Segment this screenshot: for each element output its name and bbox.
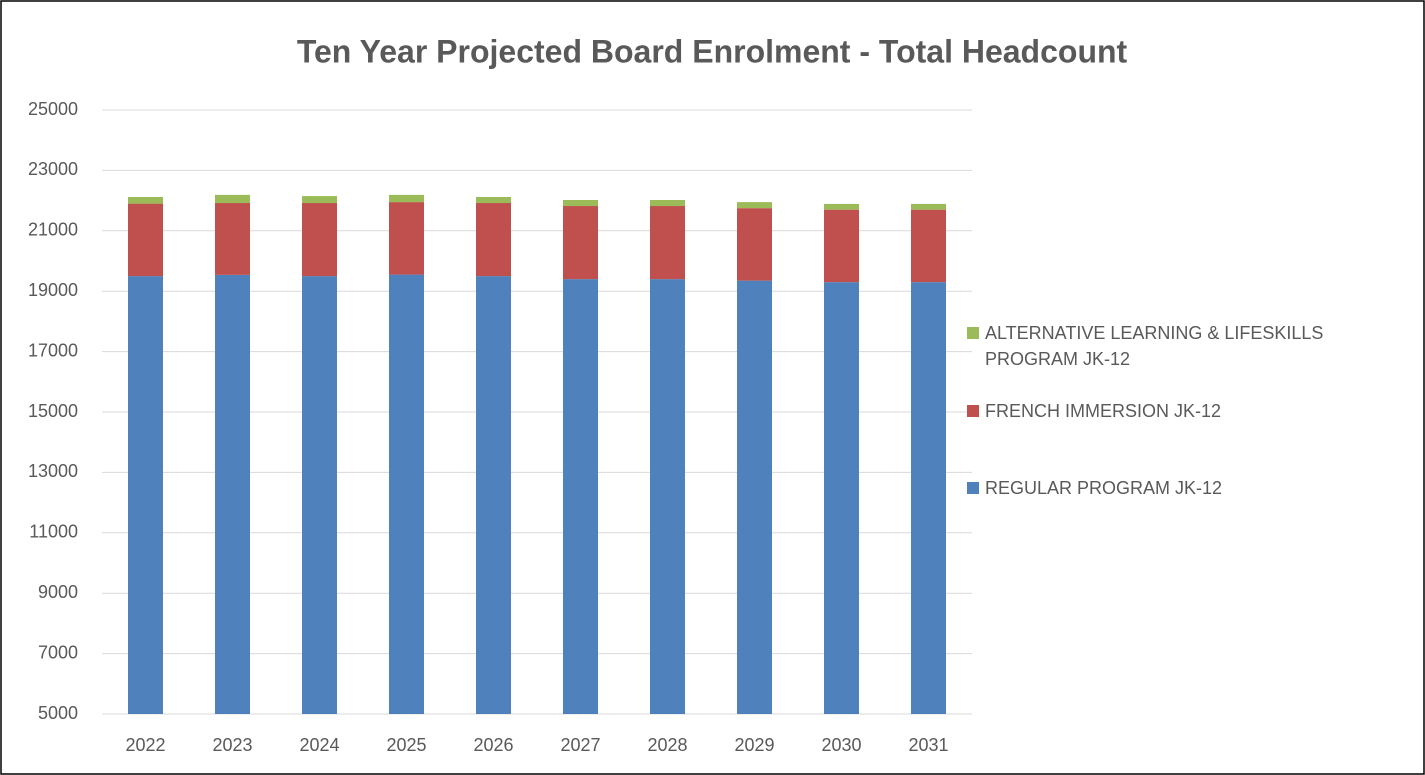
bar-segment <box>563 279 598 714</box>
chart-title: Ten Year Projected Board Enrolment - Tot… <box>297 33 1128 69</box>
bar-segment <box>824 209 859 283</box>
bar-segment <box>737 280 772 714</box>
x-tick-label: 2027 <box>560 735 600 755</box>
bar-segment <box>389 274 424 714</box>
x-tick-label: 2026 <box>473 735 513 755</box>
bar-segment <box>824 282 859 714</box>
bar-segment <box>215 203 250 275</box>
y-tick-label: 25000 <box>28 99 78 119</box>
legend-label: ALTERNATIVE LEARNING & LIFESKILLS PROGRA… <box>985 323 1324 369</box>
bar-segment <box>911 203 946 210</box>
bar-segment <box>650 279 685 714</box>
y-tick-label: 15000 <box>28 401 78 421</box>
bar-segment <box>302 276 337 714</box>
bar-segment <box>302 196 337 204</box>
bar-segment <box>215 274 250 714</box>
legend-item: ALTERNATIVE LEARNING & LIFESKILLS PROGRA… <box>967 320 1387 372</box>
bar-segment <box>650 199 685 207</box>
y-tick-label: 23000 <box>28 159 78 179</box>
bar-segment <box>476 276 511 714</box>
bar-segment <box>302 203 337 277</box>
x-tick-label: 2022 <box>125 735 165 755</box>
bar-segment <box>389 194 424 203</box>
bar-segment <box>737 202 772 209</box>
x-tick-label: 2025 <box>386 735 426 755</box>
y-tick-label: 11000 <box>29 522 78 542</box>
bar-segment <box>128 276 163 714</box>
x-tick-label: 2028 <box>647 735 687 755</box>
bar-segment <box>911 209 946 283</box>
bar-segment <box>563 199 598 207</box>
legend-swatch <box>967 405 979 417</box>
bar-segment <box>476 203 511 277</box>
bar-segment <box>911 282 946 714</box>
bar-segment <box>476 196 511 204</box>
y-tick-label: 19000 <box>28 280 78 300</box>
bar-segment <box>563 206 598 280</box>
y-tick-label: 17000 <box>28 340 78 360</box>
y-tick-label: 9000 <box>38 582 78 602</box>
bar-segment <box>737 208 772 281</box>
bar-segment <box>650 206 685 280</box>
x-tick-label: 2029 <box>734 735 774 755</box>
x-tick-label: 2024 <box>299 735 339 755</box>
bar-segment <box>215 194 250 204</box>
legend-item: REGULAR PROGRAM JK-12 <box>967 475 1387 501</box>
legend-item: FRENCH IMMERSION JK-12 <box>967 398 1387 424</box>
legend-swatch <box>967 482 979 494</box>
y-tick-label: 7000 <box>38 642 78 662</box>
y-tick-label: 5000 <box>38 703 78 723</box>
bar-segment <box>389 202 424 275</box>
x-tick-label: 2030 <box>821 735 861 755</box>
y-tick-label: 13000 <box>28 461 78 481</box>
bar-segment <box>128 196 163 204</box>
legend-swatch <box>967 327 979 339</box>
x-tick-label: 2023 <box>212 735 252 755</box>
legend-label: FRENCH IMMERSION JK-12 <box>985 401 1222 421</box>
bar-segment <box>824 203 859 210</box>
y-tick-label: 21000 <box>28 220 78 240</box>
bar-segment <box>128 203 163 277</box>
x-tick-label: 2031 <box>908 735 948 755</box>
legend-label: REGULAR PROGRAM JK-12 <box>985 478 1223 498</box>
